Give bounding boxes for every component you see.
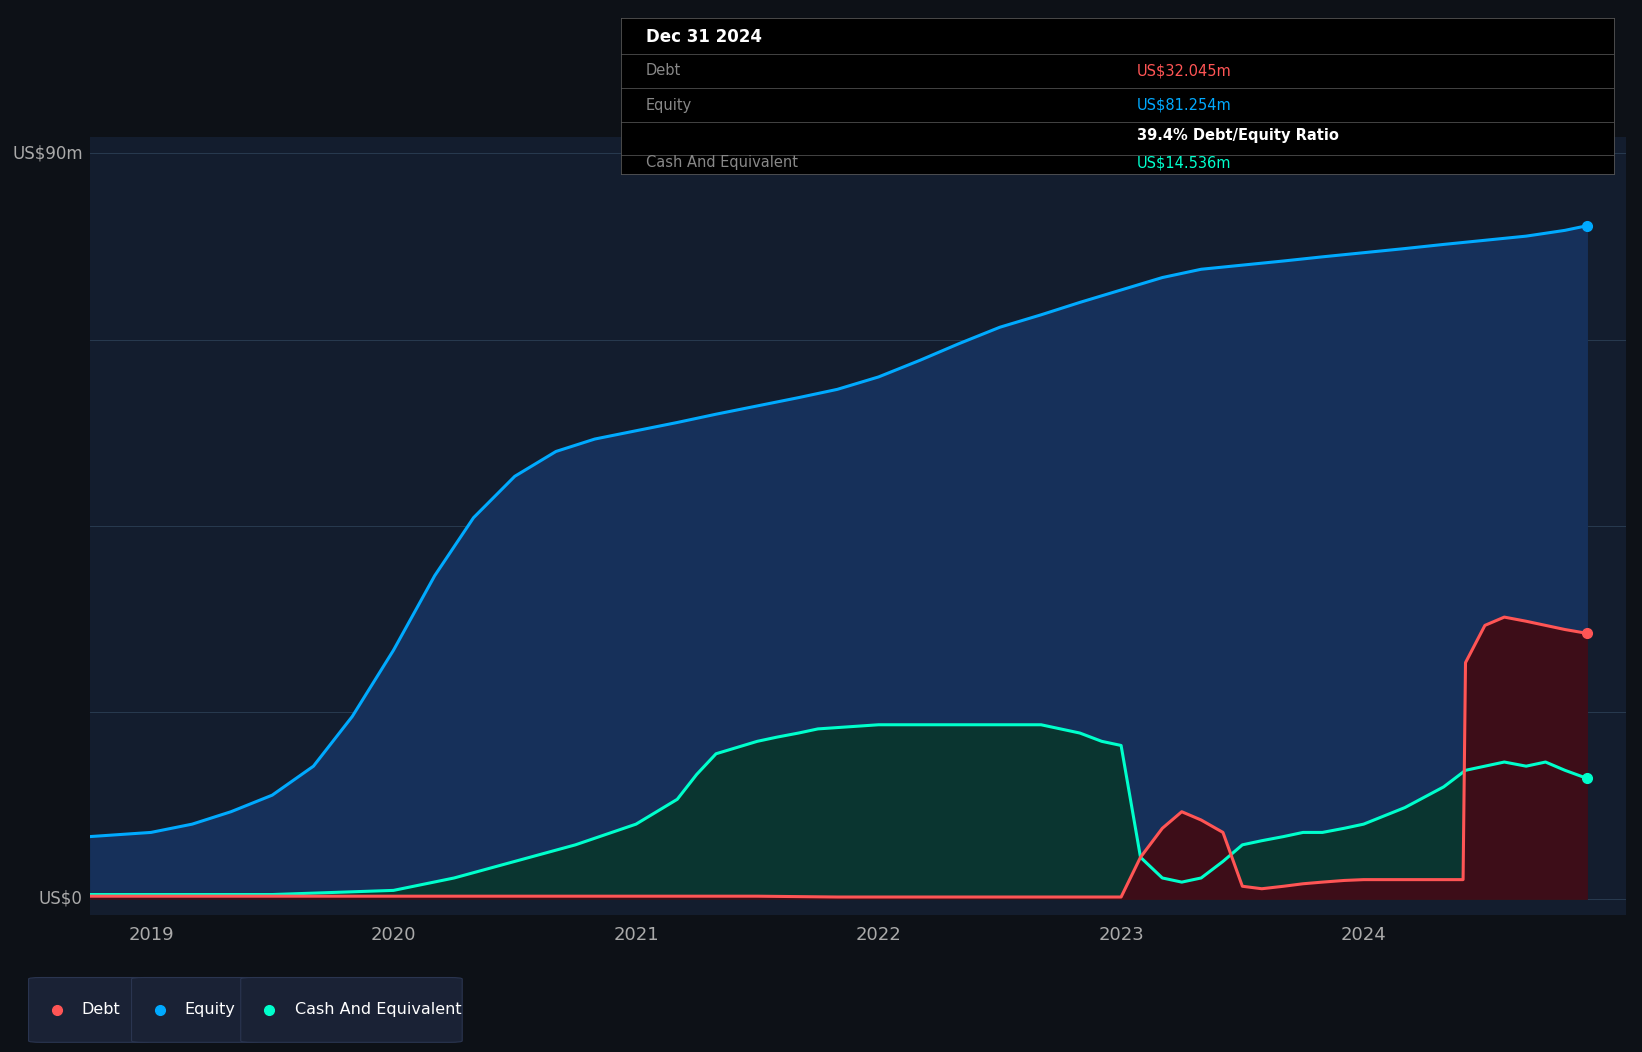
Text: Cash And Equivalent: Cash And Equivalent [645, 156, 798, 170]
FancyBboxPatch shape [241, 977, 463, 1043]
Text: Equity: Equity [184, 1003, 235, 1017]
FancyBboxPatch shape [28, 977, 151, 1043]
Text: US$32.045m: US$32.045m [1138, 63, 1232, 78]
Text: US$90m: US$90m [11, 144, 82, 162]
Text: Debt: Debt [82, 1003, 120, 1017]
Text: Equity: Equity [645, 98, 691, 113]
Text: Debt: Debt [645, 63, 681, 78]
Text: Cash And Equivalent: Cash And Equivalent [296, 1003, 461, 1017]
Text: US$81.254m: US$81.254m [1138, 98, 1232, 113]
Text: US$0: US$0 [39, 890, 82, 908]
Text: 39.4% Debt/Equity Ratio: 39.4% Debt/Equity Ratio [1138, 128, 1340, 143]
Text: US$14.536m: US$14.536m [1138, 156, 1232, 170]
FancyBboxPatch shape [131, 977, 259, 1043]
Text: Dec 31 2024: Dec 31 2024 [645, 27, 762, 45]
